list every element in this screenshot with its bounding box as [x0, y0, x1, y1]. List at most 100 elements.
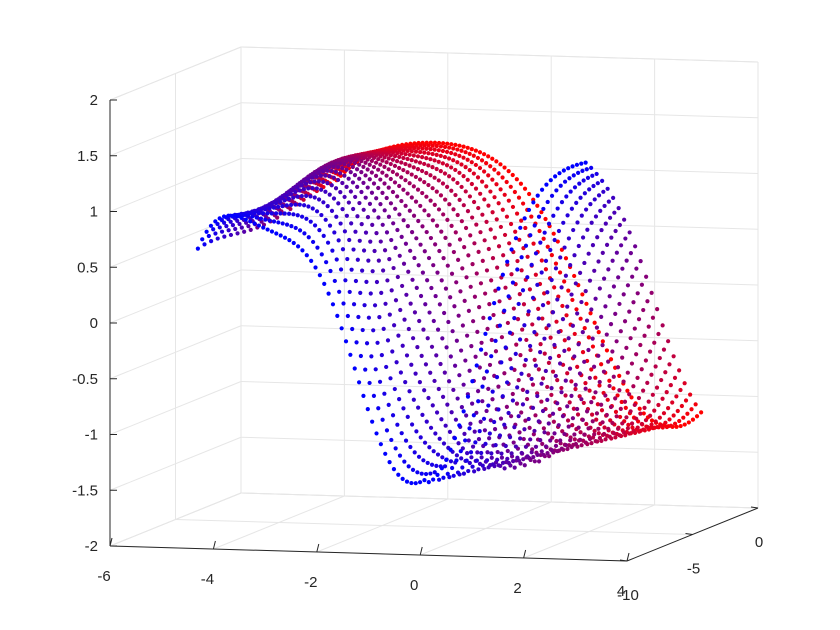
data-point — [492, 167, 497, 172]
data-point — [357, 176, 362, 181]
data-point — [522, 186, 528, 191]
data-point — [291, 212, 296, 217]
data-point — [432, 175, 437, 180]
data-point — [599, 402, 604, 407]
data-point — [544, 326, 549, 331]
data-point — [506, 169, 511, 174]
data-point — [626, 422, 631, 427]
data-point — [301, 187, 307, 192]
data-point — [589, 165, 594, 170]
data-point — [617, 388, 622, 393]
data-point — [531, 200, 536, 205]
z-tick-label: -1 — [85, 427, 98, 444]
data-point — [674, 394, 679, 399]
data-point — [577, 371, 583, 376]
data-point — [627, 431, 632, 436]
data-point — [427, 310, 432, 315]
data-point — [571, 173, 576, 178]
data-point — [590, 173, 595, 178]
data-point — [557, 406, 562, 412]
data-point — [584, 421, 589, 427]
data-point — [510, 391, 515, 397]
data-point — [367, 380, 372, 386]
data-point — [545, 450, 550, 456]
data-point — [576, 425, 581, 430]
data-point — [369, 170, 374, 175]
data-point — [553, 261, 559, 266]
data-point — [412, 450, 417, 455]
data-point — [416, 218, 421, 224]
data-point — [526, 373, 531, 378]
data-point — [515, 455, 520, 460]
data-point — [550, 310, 556, 315]
data-point — [490, 156, 495, 161]
data-point — [403, 161, 408, 167]
data-point — [449, 142, 454, 147]
data-point — [461, 382, 466, 387]
data-point — [280, 221, 285, 226]
data-point — [405, 148, 410, 154]
data-point — [422, 388, 427, 393]
data-point — [513, 444, 518, 449]
data-point — [422, 150, 427, 155]
data-point — [347, 237, 352, 243]
data-point — [388, 376, 393, 381]
data-point — [365, 215, 371, 220]
data-point — [390, 413, 396, 418]
data-point — [354, 167, 360, 172]
data-point — [471, 171, 476, 176]
data-point — [265, 211, 270, 216]
data-point — [415, 470, 420, 475]
data-point — [635, 291, 640, 296]
data-point — [559, 200, 565, 205]
data-point — [412, 310, 418, 315]
data-point — [466, 438, 471, 443]
data-point — [522, 463, 527, 468]
data-point — [406, 326, 411, 332]
data-point — [418, 242, 423, 247]
data-point — [617, 414, 623, 420]
data-point — [672, 375, 678, 380]
data-point — [641, 427, 646, 432]
data-point — [457, 237, 463, 242]
data-point — [395, 150, 400, 156]
data-point — [447, 242, 452, 247]
data-point — [363, 160, 368, 165]
data-point — [518, 181, 524, 186]
data-point — [434, 143, 439, 149]
data-point — [449, 410, 454, 415]
data-point — [422, 208, 427, 213]
data-point — [690, 417, 696, 422]
data-point — [418, 435, 423, 440]
data-point — [492, 195, 497, 200]
data-point — [545, 384, 550, 390]
data-point — [593, 390, 598, 395]
data-point — [505, 262, 510, 267]
data-point — [426, 163, 431, 168]
data-point — [338, 190, 343, 195]
data-point — [455, 470, 461, 475]
data-point — [514, 401, 520, 406]
data-point — [603, 393, 608, 398]
data-point — [530, 405, 536, 410]
data-point — [480, 179, 485, 184]
data-point — [556, 423, 561, 428]
data-point — [477, 305, 482, 310]
data-point — [415, 345, 420, 350]
x-tick-label: 4 — [617, 583, 625, 600]
data-point — [619, 399, 624, 405]
data-point — [453, 167, 458, 173]
data-point — [411, 336, 416, 341]
data-point — [436, 159, 441, 164]
data-point — [418, 293, 424, 299]
data-point — [464, 275, 469, 280]
data-point — [420, 224, 425, 229]
data-point — [413, 199, 419, 204]
data-point — [403, 178, 408, 183]
data-point — [559, 285, 564, 290]
data-point — [538, 342, 543, 347]
data-point — [360, 327, 365, 333]
data-point — [441, 441, 447, 446]
data-point — [331, 175, 336, 180]
data-point — [471, 199, 477, 205]
